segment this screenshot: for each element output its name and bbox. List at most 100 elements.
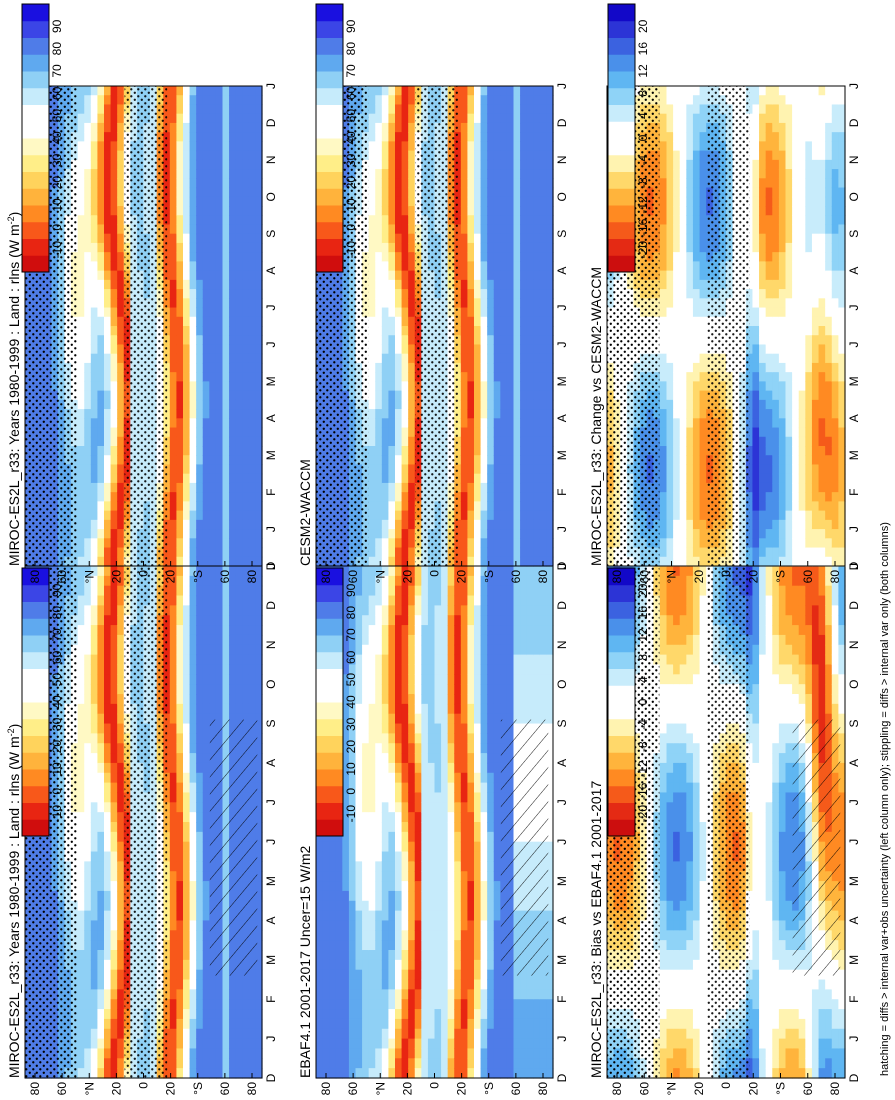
heatmap-cell — [183, 674, 191, 685]
heatmap-cell — [395, 625, 403, 636]
heatmap-cell — [77, 418, 85, 429]
heatmap-cell — [196, 930, 204, 941]
heatmap-cell — [209, 104, 217, 115]
heatmap-cell — [316, 1058, 324, 1069]
heatmap-cell — [355, 890, 363, 902]
month-tick-label: J — [264, 1036, 278, 1042]
colorbar-swatch — [22, 4, 49, 22]
colorbar-label: 60 — [50, 86, 64, 100]
heatmap-cell — [77, 132, 85, 142]
colorbar-swatch — [22, 635, 49, 653]
heatmap-cell — [408, 1068, 416, 1079]
heatmap-cell — [401, 743, 409, 754]
heatmap-cell — [222, 307, 230, 318]
heatmap-cell — [255, 215, 263, 226]
heatmap-cell — [248, 1018, 257, 1030]
heatmap-cell — [427, 989, 436, 1000]
heatmap-cell — [235, 585, 243, 597]
heatmap-cell — [202, 684, 210, 695]
heatmap-cell — [248, 529, 257, 539]
heatmap-cell — [255, 113, 263, 124]
heatmap-cell — [183, 233, 191, 244]
heatmap-cell — [229, 566, 237, 577]
heatmap-cell — [104, 242, 112, 253]
heatmap-cell — [110, 733, 118, 744]
heatmap-cell — [447, 703, 455, 715]
heatmap-cell — [215, 674, 224, 685]
heatmap-cell — [441, 851, 449, 862]
heatmap-cell — [183, 436, 191, 447]
heatmap-cell — [110, 792, 118, 803]
heatmap-cell — [183, 1009, 191, 1020]
heatmap-cell — [196, 316, 204, 327]
heatmap-cell — [248, 169, 257, 179]
heatmap-cell — [202, 344, 210, 355]
heatmap-cell — [104, 861, 112, 872]
heatmap-cell — [447, 792, 455, 803]
heatmap-cell — [84, 141, 92, 152]
heatmap-cell — [348, 802, 357, 813]
heatmap-cell — [242, 122, 250, 133]
heatmap-cell — [117, 418, 125, 429]
heatmap-cell — [84, 242, 92, 253]
heatmap-cell — [362, 812, 370, 823]
heatmap-cell — [183, 1038, 191, 1050]
heatmap-cell — [342, 1068, 350, 1079]
heatmap-cell — [176, 206, 184, 216]
heatmap-cell — [441, 634, 449, 646]
heatmap-cell — [255, 930, 263, 941]
heatmap-cell — [104, 733, 112, 744]
heatmap-cell — [381, 644, 390, 656]
heatmap-cell — [342, 1018, 350, 1030]
heatmap-cell — [176, 390, 184, 401]
heatmap-cell — [235, 261, 243, 272]
heatmap-cell — [202, 399, 210, 410]
heatmap-cell — [229, 694, 237, 705]
heatmap-cell — [222, 492, 230, 502]
heatmap-cell — [176, 104, 184, 115]
heatmap-cell — [235, 113, 243, 124]
heatmap-cell — [202, 362, 210, 373]
heatmap-cell — [202, 979, 210, 990]
heatmap-cell — [441, 792, 449, 803]
heatmap-cell — [427, 1038, 436, 1050]
heatmap-cell — [77, 910, 85, 922]
heatmap-cell — [183, 1058, 191, 1069]
heatmap-cell — [441, 871, 449, 882]
heatmap-cell — [316, 979, 324, 990]
heatmap-cell — [355, 940, 363, 951]
heatmap-cell — [117, 455, 125, 466]
heatmap-cell — [104, 492, 112, 502]
heatmap-cell — [104, 436, 112, 447]
heatmap-cell — [368, 625, 376, 636]
heatmap-cell — [222, 372, 230, 382]
heatmap-cell — [202, 703, 210, 715]
heatmap-cell — [222, 242, 230, 253]
heatmap-cell — [110, 150, 118, 161]
colorbar-label: 10 — [50, 198, 64, 212]
heatmap-cell — [215, 113, 224, 124]
heatmap-cell — [222, 344, 230, 355]
heatmap-cell — [342, 890, 350, 902]
heatmap-cell — [196, 233, 204, 244]
heatmap-cell — [222, 1028, 230, 1040]
heatmap-cell — [202, 930, 210, 941]
heatmap-cell — [117, 224, 125, 235]
heatmap-cell — [104, 831, 112, 843]
heatmap-cell — [427, 900, 436, 912]
heatmap-cell — [110, 122, 118, 133]
heatmap-cell — [395, 733, 403, 744]
month-tick-label: J — [264, 526, 278, 532]
heatmap-cell — [202, 654, 210, 666]
heatmap-cell — [427, 625, 436, 636]
heatmap-cell — [215, 455, 224, 466]
heatmap-cell — [242, 446, 250, 456]
heatmap-cell — [104, 959, 112, 971]
heatmap-cell — [189, 861, 197, 872]
lat-axis: 80 60 °N 20 0 20 °S 60 80 — [28, 561, 259, 583]
heatmap-cell — [183, 900, 191, 912]
heatmap-cell — [117, 242, 125, 253]
lat-tick-label: 20 — [164, 570, 178, 584]
heatmap-cell — [196, 86, 204, 96]
heatmap-cell — [421, 999, 429, 1010]
